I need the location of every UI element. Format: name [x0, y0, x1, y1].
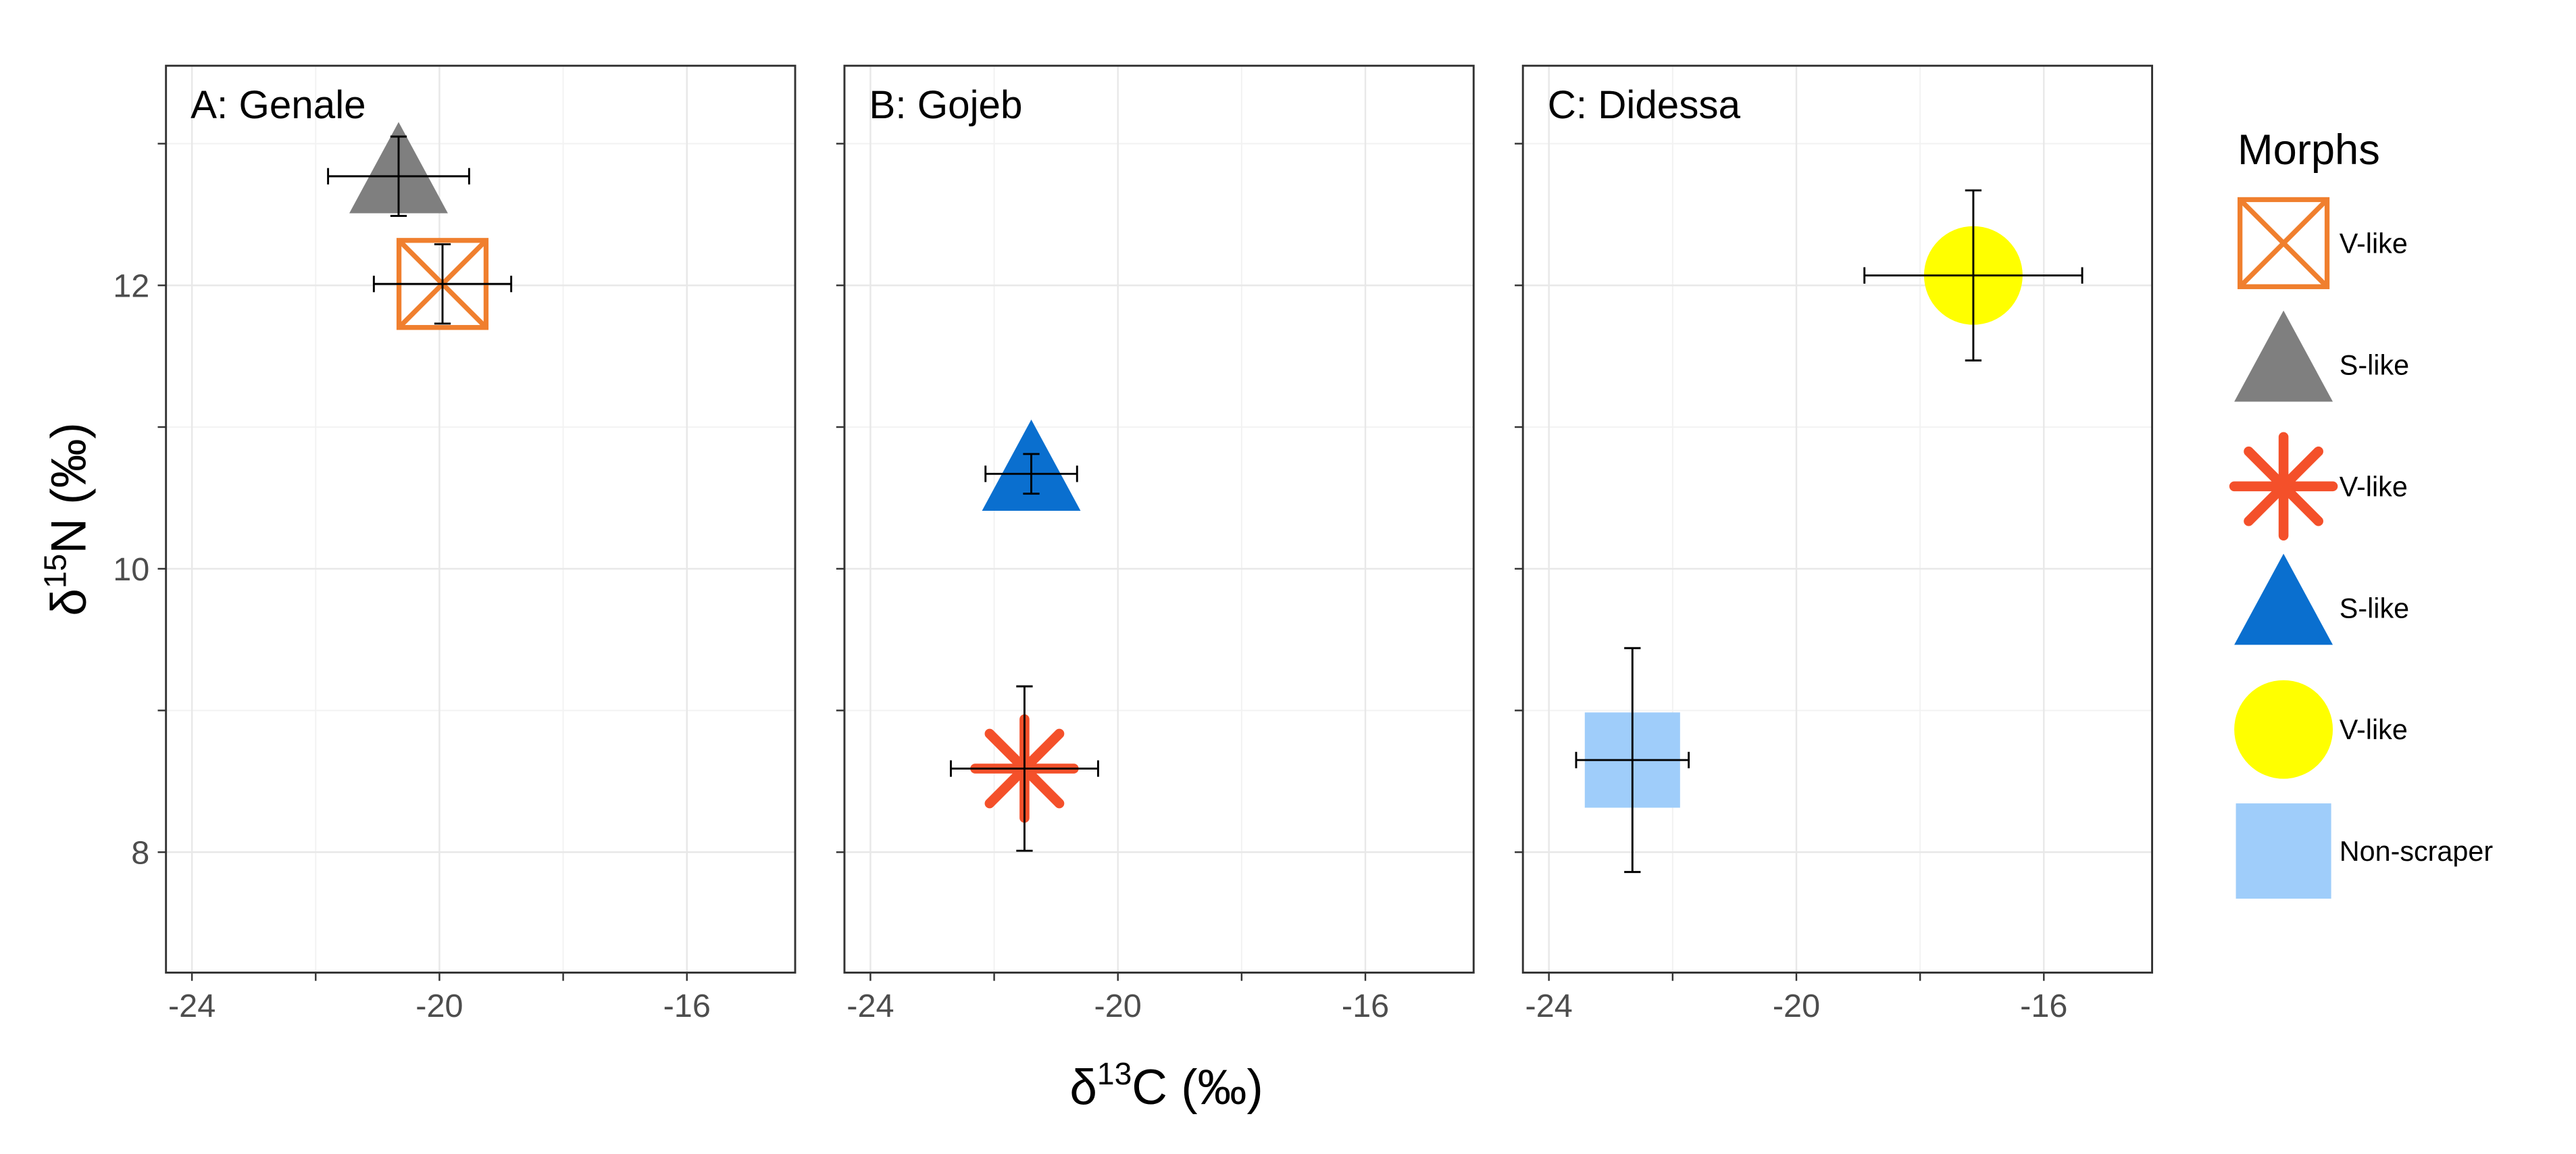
x-tick-label: -20: [415, 988, 463, 1024]
panel-border: [1521, 64, 2154, 974]
legend-label: V-like: [2340, 228, 2408, 259]
panel-border: [843, 64, 1475, 974]
x-tick-label: -16: [663, 988, 711, 1024]
legend-symbol: [2238, 197, 2330, 289]
y-error-bar: [390, 135, 407, 218]
x-tick-label: -16: [2020, 988, 2067, 1024]
x-axis-title-suffix: C (‰): [1132, 1060, 1263, 1115]
legend-label: V-like: [2340, 714, 2408, 745]
marker-triangle: [2234, 310, 2333, 402]
marker-circle: [2234, 680, 2333, 779]
x-tick-label: -24: [847, 988, 894, 1024]
x-axis-title-prefix: δ: [1069, 1060, 1097, 1115]
y-error-bar: [1965, 189, 1982, 361]
x-tick-label: -24: [1525, 988, 1573, 1024]
legend-label: Non-scraper: [2340, 836, 2494, 867]
x-tick-label: -16: [1342, 988, 1389, 1024]
y-axis-title-suffix: N (‰): [42, 422, 97, 553]
x-axis-title: δ13C (‰): [1069, 1056, 1263, 1115]
y-tick-label: 12: [113, 268, 149, 304]
panel-title: C: Didessa: [1548, 83, 1741, 127]
legend-title: Morphs: [2238, 126, 2380, 174]
x-tick-label: -24: [168, 988, 216, 1024]
legend-symbol: [2234, 310, 2333, 402]
panel-background: [166, 66, 796, 973]
y-tick-label: 8: [131, 834, 149, 871]
legend-symbol: [2229, 432, 2338, 541]
y-axis-title: δ15N (‰): [37, 422, 96, 616]
marker-cross: [2238, 197, 2329, 288]
y-axis-title-prefix: δ: [42, 588, 97, 616]
panel-background: [844, 66, 1474, 973]
y-error-bar: [434, 243, 451, 325]
panel-title: B: Gojeb: [869, 83, 1022, 127]
x-tick-label: -20: [1094, 988, 1142, 1024]
y-error-bar: [1023, 453, 1040, 495]
panel-title: A: Genale: [191, 83, 365, 127]
y-tick-label: 10: [113, 551, 149, 588]
x-axis-title-sup: 13: [1097, 1056, 1132, 1091]
panel-border: [165, 64, 797, 974]
y-error-bar: [1016, 685, 1033, 852]
legend-symbol: [2234, 680, 2333, 779]
marker-arm: [2244, 446, 2323, 526]
x-tick-label: -20: [1773, 988, 1820, 1024]
y-error-bar: [1624, 647, 1641, 874]
legend-symbol: [2234, 553, 2333, 645]
legend-symbol: [2236, 803, 2331, 899]
y-axis-title-sup: 15: [37, 554, 72, 588]
legend-label: S-like: [2340, 593, 2409, 624]
marker-square: [2236, 803, 2331, 899]
legend-label: V-like: [2340, 471, 2408, 502]
legend-label: S-like: [2340, 349, 2409, 380]
marker-square-outline: [2238, 197, 2330, 289]
panel-background: [1523, 66, 2152, 973]
marker-triangle: [2234, 553, 2333, 645]
